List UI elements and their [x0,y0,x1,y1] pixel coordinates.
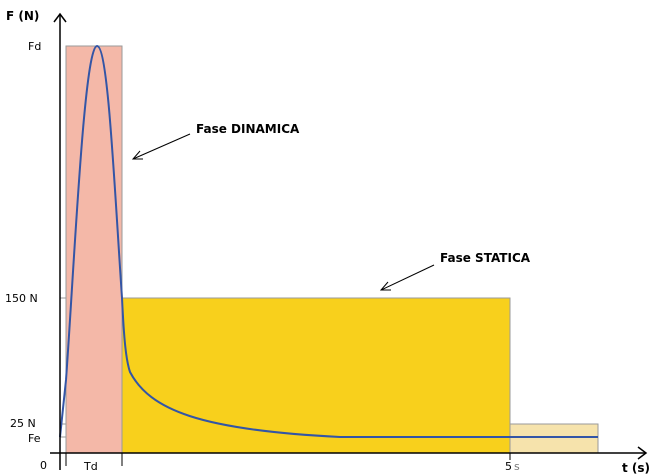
static-phase-label: Fase STATICA [440,251,531,265]
x-tick-five-label: 5 [505,460,512,473]
tail-phase-area [509,423,599,454]
force-curve [59,44,598,438]
dynamic-phase-arrow-line [132,133,191,160]
y-axis-arrow [53,12,67,23]
x-axis-arrow [637,446,648,460]
x-tick-five-unit: s [514,460,520,473]
static-phase-area [121,297,511,454]
x-axis-title: t (s) [622,461,650,475]
dynamic-phase-arrow-head [131,150,143,160]
static-phase-arrow-line [380,264,435,291]
x-tick-td: Td [83,460,98,473]
dynamic-phase-label: Fase DINAMICA [196,122,300,136]
y-tick-150n: 150 N [5,292,38,305]
static-phase-arrow-head [379,281,391,291]
y-tick-fe: Fe [28,432,41,445]
x-tick-zero: 0 [40,459,47,472]
y-axis-title: F (N) [6,9,39,23]
y-tick-fd: Fd [28,40,41,53]
y-tick-25n: 25 N [10,417,36,430]
